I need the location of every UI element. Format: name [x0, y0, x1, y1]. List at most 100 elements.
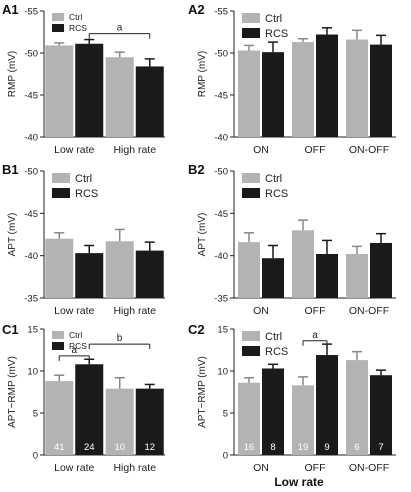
bar-ctrl-high-rate: [105, 57, 134, 138]
panels: A1 -55 -50 -45 -40 RMP (mV) Low rate High rate C…: [2, 2, 396, 474]
x-tick-label: Low rate: [54, 462, 94, 474]
legend-label-ctrl: Ctrl: [69, 12, 82, 22]
bar-ctrl-on-off: [346, 39, 368, 138]
x-tick-label: Low rate: [54, 144, 94, 156]
y-tick-label: -35: [24, 294, 38, 305]
legend-swatch-rcs: [52, 24, 64, 32]
legend-swatch-ctrl: [52, 13, 64, 21]
y-tick-label: 15: [217, 325, 228, 336]
bar-ctrl-on-off: [346, 253, 368, 298]
bar-ctrl-off: [292, 230, 314, 298]
y-tick-label: -50: [24, 167, 38, 178]
y-tick-label: 15: [27, 325, 38, 336]
y-tick-label: -55: [214, 7, 228, 18]
bar-rcs-off: [316, 355, 338, 455]
bar-rcs-low-rate: [75, 253, 104, 298]
bar-rcs-on-off: [370, 375, 392, 455]
panel-label: B1: [2, 162, 19, 177]
x-axis-title: Low rate: [274, 475, 324, 489]
bar-rcs-low-rate: [75, 364, 104, 455]
bar-rcs-on: [262, 52, 284, 137]
legend-label-rcs: RCS: [265, 346, 288, 358]
y-tick-label: 5: [33, 409, 38, 420]
significance-label: a: [117, 23, 123, 34]
bar-ctrl-on: [238, 242, 260, 298]
count-label: 24: [84, 442, 95, 453]
count-label: 9: [324, 442, 329, 453]
panel-b1: B1 -50 -45 -40 -35 APT (mV) Low rate High rate C…: [2, 162, 165, 317]
y-tick-label: -45: [214, 209, 228, 220]
panel-c2: C2 0 5 10 15 APT−RMP (mV) 16 8ON 19 9 OFF 6 7 ON-OFF C…: [188, 322, 396, 474]
panel-a2: A2 -55 -50 -45 -40 RMP (mV) ON OFF ON-OFF Ctrl RCS: [188, 2, 396, 156]
x-tick-label: ON: [253, 305, 269, 317]
legend-label-rcs: RCS: [265, 188, 288, 200]
y-axis-label: APT−RMP (mV): [7, 356, 18, 428]
y-axis-label: APT (mV): [197, 213, 208, 257]
legend-label-rcs: RCS: [69, 23, 87, 33]
panel-label: A1: [2, 2, 19, 17]
y-axis-label: RMP (mV): [197, 51, 208, 97]
count-label: 16: [244, 442, 255, 453]
legend-label-rcs: RCS: [265, 28, 288, 40]
legend-swatch-rcs: [242, 188, 260, 198]
legend-label-ctrl: Ctrl: [265, 331, 282, 343]
count-label: 41: [54, 442, 65, 453]
legend-label-ctrl: Ctrl: [265, 13, 282, 25]
bar-rcs-high-rate: [135, 250, 164, 298]
y-tick-label: 0: [223, 451, 228, 462]
y-tick-label: -40: [24, 251, 38, 262]
y-axis-label: APT−RMP (mV): [197, 356, 208, 428]
legend-swatch-ctrl: [52, 173, 70, 183]
y-tick-label: -40: [24, 133, 38, 144]
legend-swatch-ctrl: [242, 173, 260, 183]
legend-swatch-ctrl: [242, 13, 260, 23]
count-label: 12: [144, 442, 155, 453]
bar-rcs-on-off: [370, 242, 392, 298]
panel-b2: B2 -50 -45 -40 -35 APT (mV) ON OFF ON-OFF Ctrl RCS: [188, 162, 396, 317]
bar-ctrl-high-rate: [105, 241, 134, 298]
y-tick-label: -45: [24, 209, 38, 220]
legend-swatch-rcs: [52, 342, 64, 350]
y-tick-label: 0: [33, 451, 38, 462]
legend-swatch-rcs: [242, 346, 260, 356]
count-label: 6: [354, 442, 359, 453]
y-axis-label: RMP (mV): [7, 51, 18, 97]
y-axis-label: APT (mV): [7, 213, 18, 257]
bar-rcs-off: [316, 253, 338, 298]
bar-ctrl-low-rate: [45, 45, 74, 137]
y-tick-label: -45: [214, 91, 228, 102]
x-tick-label: ON: [253, 462, 269, 474]
x-tick-label: High rate: [113, 462, 156, 474]
panel-a1: A1 -55 -50 -45 -40 RMP (mV) Low rate High rate C…: [2, 2, 165, 156]
bar-rcs-low-rate: [75, 43, 104, 138]
count-label: 10: [114, 442, 125, 453]
bar-ctrl-low-rate: [45, 238, 74, 298]
legend-label-ctrl: Ctrl: [69, 330, 82, 340]
bar-ctrl-low-rate: [45, 381, 74, 455]
x-tick-label: Low rate: [54, 305, 94, 317]
legend-swatch-ctrl: [242, 331, 260, 341]
panel-label: C2: [188, 322, 205, 337]
x-tick-label: OFF: [305, 305, 326, 317]
y-tick-label: -55: [24, 7, 38, 18]
y-tick-label: -50: [24, 49, 38, 60]
bar-rcs-on: [262, 258, 284, 298]
legend-label-rcs: RCS: [69, 341, 87, 351]
panel-label: A2: [188, 2, 205, 17]
significance-label: b: [117, 333, 123, 344]
significance-label: a: [71, 345, 77, 356]
x-tick-label: OFF: [305, 144, 326, 156]
bar-ctrl-off: [292, 42, 314, 137]
x-tick-label: ON-OFF: [349, 305, 389, 317]
x-tick-label: ON-OFF: [349, 462, 389, 474]
bar-rcs-on-off: [370, 44, 392, 137]
bar-rcs-on: [262, 368, 284, 455]
legend-swatch-ctrl: [52, 331, 64, 339]
legend-label-rcs: RCS: [75, 188, 98, 200]
legend-label-ctrl: Ctrl: [75, 173, 92, 185]
bar-rcs-high-rate: [135, 66, 164, 137]
bar-ctrl-on: [238, 50, 260, 138]
y-tick-label: -40: [214, 133, 228, 144]
legend-label-ctrl: Ctrl: [265, 173, 282, 185]
panel-c1: C1 0 5 10 15 APT−RMP (mV) 41 24 Low rate 10 12 High…: [2, 322, 165, 474]
